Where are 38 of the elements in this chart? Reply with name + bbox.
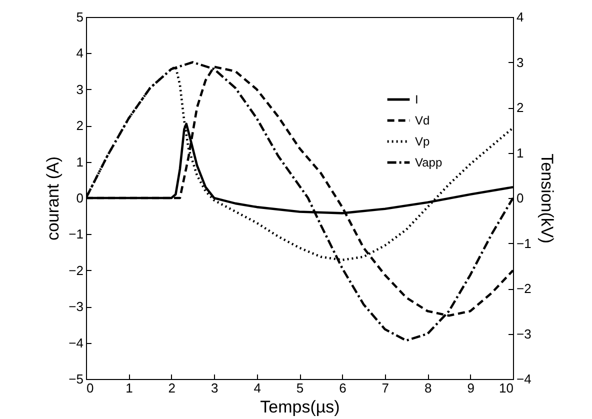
- y-axis-title: courant (A): [44, 156, 63, 241]
- y2-tick-label: −2: [516, 281, 532, 296]
- x-tick-label: 5: [296, 380, 304, 396]
- y2-tick-label: 1: [516, 145, 524, 160]
- x-tick-label: 8: [424, 380, 432, 396]
- y-tick-label: −5: [68, 372, 84, 386]
- x-tick-label: 1: [126, 380, 133, 396]
- y2-axis-title: Tension(kV): [537, 154, 556, 244]
- legend-label: Vd: [415, 114, 430, 128]
- y-tick-label: −3: [68, 299, 84, 314]
- x-tick-label: 6: [339, 380, 346, 396]
- y-tick-label: 3: [76, 82, 84, 97]
- legend-label: Vapp: [415, 156, 442, 170]
- y2-tick-label: 0: [516, 190, 524, 206]
- x-tick-label: 2: [168, 380, 176, 396]
- y2-tick-label: −1: [516, 236, 532, 251]
- y-tick-label: −4: [68, 335, 84, 350]
- x-tick-label: 0: [86, 380, 94, 396]
- x-tick-label: 3: [210, 380, 218, 396]
- y2-tick-label: −4: [516, 372, 532, 386]
- y-tick-label: 2: [76, 118, 84, 134]
- x-tick-label: 9: [467, 380, 474, 396]
- y2-tick-label: −3: [516, 326, 532, 342]
- legend-label: I: [415, 92, 418, 106]
- y-tick-label: 5: [76, 10, 84, 24]
- x-tick-label: 7: [382, 380, 390, 396]
- legend-label: Vp: [415, 134, 430, 148]
- x-axis-title: Temps(µs): [260, 398, 340, 416]
- y-tick-label: 0: [76, 190, 84, 206]
- y2-tick-label: 2: [516, 100, 524, 115]
- x-tick-label: 4: [254, 380, 261, 396]
- y2-tick-label: 3: [516, 54, 524, 70]
- y-tick-label: −1: [68, 226, 84, 242]
- y2-tick-label: 4: [516, 10, 524, 24]
- y-tick-label: 1: [76, 154, 84, 170]
- y-tick-label: −2: [68, 262, 84, 278]
- y-tick-label: 4: [76, 46, 84, 61]
- x-tick-label: 10: [499, 380, 514, 396]
